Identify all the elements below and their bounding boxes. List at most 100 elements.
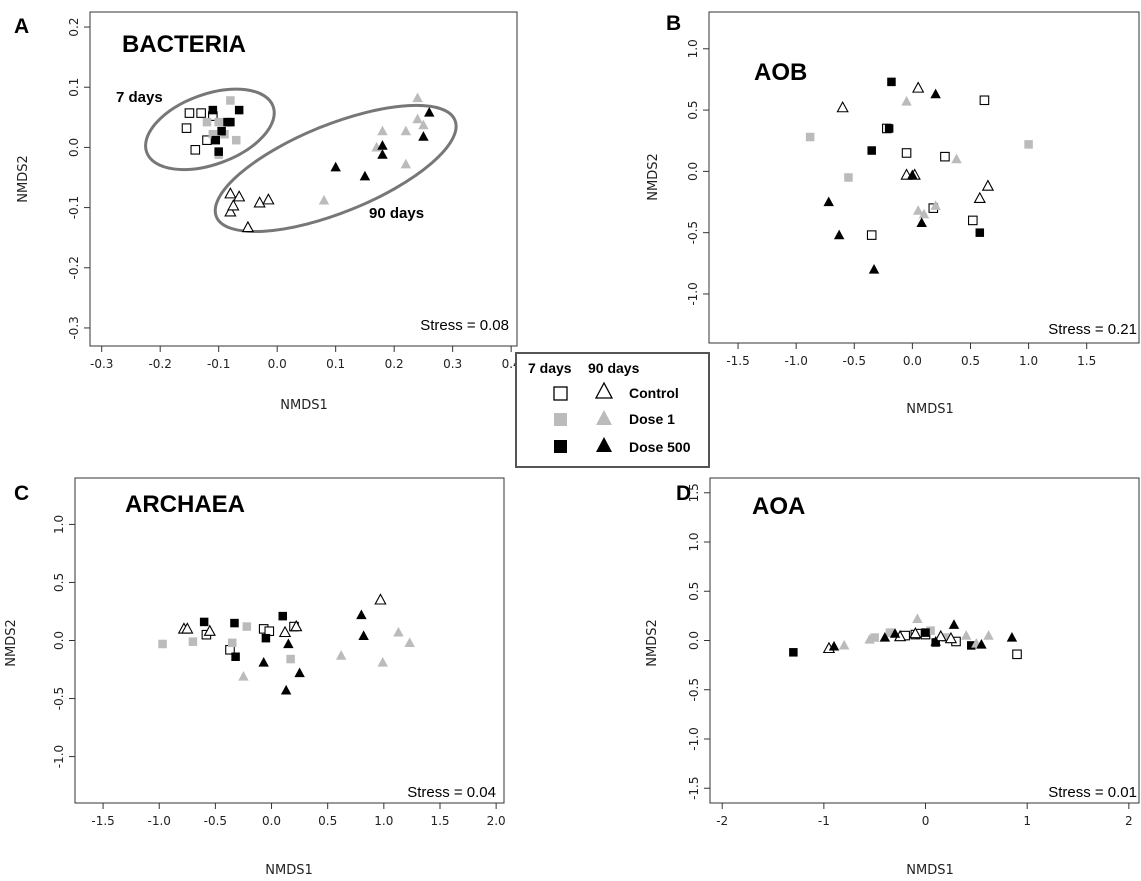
- panel-title: AOA: [752, 493, 805, 520]
- y-tick-label: -1.5: [687, 777, 701, 800]
- y-tick-label: -1.0: [686, 282, 700, 305]
- legend-label: Dose 500: [629, 439, 691, 455]
- panel-title: BACTERIA: [122, 31, 246, 58]
- triangle-dose-1-point: [335, 650, 347, 660]
- square-control-point: [901, 148, 912, 158]
- y-tick-label: -0.1: [67, 196, 81, 219]
- square-control-point: [968, 215, 978, 226]
- square-dose-1-point: [188, 637, 198, 646]
- triangle-control-point: [253, 196, 266, 208]
- plot-frame: [89, 11, 518, 347]
- triangle-control-point: [224, 205, 237, 217]
- y-tick-label: -1.0: [687, 727, 701, 750]
- triangle-dose-500-point: [1006, 632, 1018, 642]
- triangle-dose-500-point: [976, 638, 987, 649]
- square-dose-500-point: [214, 147, 223, 156]
- x-tick-label: -1.0: [148, 814, 171, 828]
- triangle-dose-1-point: [377, 125, 388, 136]
- ticks-layer: -1.5 -1.0 -0.5 0.0 0.5 1.0 1.5 2.0 -1.0 -0.5 0.0 0.…: [52, 515, 506, 828]
- x-tick-label: -1: [818, 814, 830, 828]
- legend-symbol-7-days: [554, 440, 567, 453]
- triangle-dose-1-point: [930, 200, 941, 210]
- square-dose-500-point: [211, 135, 221, 145]
- annotation-7-days: 7 days: [116, 89, 163, 106]
- group-ellipse: [213, 103, 458, 234]
- x-axis-title: NMDS1: [906, 402, 953, 417]
- panel-letter: B: [666, 12, 681, 35]
- triangle-dose-1-point: [864, 634, 875, 644]
- triangle-dose-500-point: [930, 88, 941, 99]
- square-control-point: [1012, 649, 1022, 660]
- square-control-point: [979, 95, 990, 106]
- triangle-control-point: [227, 199, 240, 211]
- points-layer: [805, 77, 1033, 274]
- square-dose-1-point: [208, 129, 218, 139]
- square-dose-1-point: [805, 132, 815, 142]
- square-dose-1-point: [885, 628, 895, 637]
- triangle-dose-500-point: [930, 635, 941, 646]
- square-dose-500-point: [921, 628, 930, 637]
- legend-label: Dose 1: [629, 411, 675, 427]
- stress-label: Stress = 0.04: [407, 784, 496, 801]
- plot-frame: [708, 11, 1140, 344]
- y-tick-label: 0.1: [67, 78, 81, 97]
- y-axis-title: NMDS2: [16, 155, 31, 202]
- ellipse-layer: [144, 87, 458, 234]
- y-tick-label: 0.5: [686, 101, 700, 120]
- stress-label: Stress = 0.01: [1048, 784, 1137, 801]
- square-dose-500-point: [231, 652, 240, 661]
- triangle-dose-1-point: [393, 626, 404, 637]
- triangle-dose-500-point: [889, 628, 901, 638]
- square-dose-1-point: [202, 117, 212, 127]
- panel-letter: C: [14, 482, 29, 505]
- square-dose-1-point: [926, 626, 935, 635]
- plot-frame: [709, 477, 1140, 804]
- x-tick-label: 1: [1023, 814, 1031, 828]
- triangle-control-point: [934, 629, 947, 642]
- triangle-dose-1-point: [400, 125, 412, 136]
- legend-row-control: Control: [553, 381, 679, 401]
- x-tick-label: -0.2: [148, 357, 171, 371]
- x-tick-label: -1.5: [726, 354, 749, 368]
- legend: 7 days 90 days Control Dose 1 Dose 500: [515, 352, 710, 468]
- y-tick-label: 0.0: [686, 162, 700, 181]
- x-tick-label: 2.0: [487, 814, 506, 828]
- x-tick-label: -0.3: [90, 357, 113, 371]
- triangle-dose-500-point: [377, 149, 388, 159]
- triangle-dose-500-point: [879, 632, 891, 642]
- square-dose-500-point: [867, 146, 876, 155]
- x-tick-label: -0.5: [204, 814, 227, 828]
- x-tick-label: 2: [1125, 814, 1133, 828]
- legend-header-7-days: 7 days: [528, 360, 572, 376]
- legend-symbol-7-days: [554, 413, 567, 426]
- triangle-control-point: [290, 619, 303, 632]
- x-tick-label: 0.2: [385, 357, 404, 371]
- triangle-dose-1-point: [912, 613, 923, 623]
- y-tick-label: -0.3: [67, 316, 81, 339]
- square-dose-1-point: [227, 638, 237, 648]
- panel-a: A BACTERIA NMDS1 NMDS2 Stress = 0.08 7 d…: [14, 11, 521, 413]
- triangle-dose-500-point: [358, 630, 369, 640]
- ticks-layer: -1.5 -1.0 -0.5 0.0 0.5 1.0 1.5 -1.0 -0.5 0.0 0.5 1.…: [686, 39, 1096, 368]
- triangle-dose-500-point: [418, 131, 429, 141]
- triangle-control-point: [203, 624, 216, 636]
- x-tick-label: -1.0: [784, 354, 807, 368]
- y-tick-label: 0.5: [687, 582, 701, 601]
- triangle-dose-1-point: [960, 630, 972, 640]
- square-dose-500-point: [278, 611, 288, 621]
- triangle-dose-1-point: [318, 194, 330, 205]
- triangle-dose-1-point: [412, 92, 423, 103]
- triangle-control-point: [262, 193, 275, 205]
- triangle-dose-1-point: [912, 205, 924, 215]
- triangle-dose-1-point: [400, 158, 412, 169]
- y-tick-label: -0.5: [686, 221, 700, 244]
- square-dose-500-point: [208, 105, 218, 115]
- x-tick-label: 0: [922, 814, 930, 828]
- triangle-dose-500-point: [359, 170, 371, 181]
- triangle-dose-1-point: [901, 95, 912, 106]
- square-dose-500-point: [230, 618, 239, 628]
- y-tick-label: 0.0: [687, 631, 701, 650]
- y-tick-label: -0.5: [687, 678, 701, 701]
- x-tick-label: 0.3: [443, 357, 462, 371]
- panel-c: C ARCHAEA NMDS1 NMDS2 Stress = 0.04 -1.5…: [4, 477, 506, 878]
